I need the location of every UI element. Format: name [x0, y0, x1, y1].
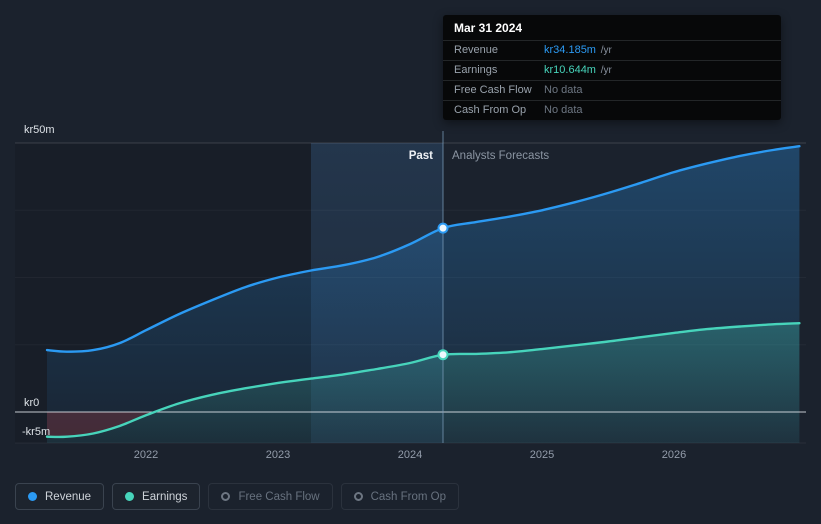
legend-earnings-button[interactable]: Earnings — [112, 483, 201, 510]
tooltip-value: No data — [544, 84, 583, 96]
free-cash-flow-ring-icon — [221, 492, 231, 501]
tooltip-row-revenue: Revenue kr34.185m /yr — [443, 40, 781, 60]
x-axis-label: 2026 — [661, 449, 687, 461]
x-axis-label: 2022 — [133, 449, 159, 461]
tooltip-date: Mar 31 2024 — [454, 21, 523, 35]
chart-tooltip: Mar 31 2024 Revenue kr34.185m /yr Earnin… — [443, 15, 781, 120]
y-axis-label: -kr5m — [22, 426, 51, 438]
tooltip-row-earnings: Earnings kr10.644m /yr — [443, 60, 781, 80]
earnings-dot-icon — [125, 492, 135, 501]
tooltip-row-free-cash-flow: Free Cash Flow No data — [443, 80, 781, 100]
tooltip-value-suffix: /yr — [597, 45, 612, 56]
revenue-dot-icon — [28, 492, 37, 501]
tooltip-value: kr34.185m — [544, 44, 596, 56]
x-axis-label: 2024 — [397, 449, 423, 461]
cash-from-op-ring-icon — [353, 492, 363, 501]
x-axis-label: 2025 — [529, 449, 555, 461]
legend-label: Free Cash Flow — [238, 490, 320, 503]
x-axis-label: 2023 — [265, 449, 291, 461]
tooltip-label: Free Cash Flow — [454, 84, 532, 96]
tooltip-value: kr10.644m — [544, 64, 596, 76]
legend-revenue-button[interactable]: Revenue — [15, 483, 105, 510]
legend-label: Earnings — [142, 490, 188, 503]
legend-label: Cash From Op — [370, 490, 447, 503]
legend-label: Revenue — [45, 490, 92, 503]
y-axis-label: kr50m — [24, 124, 55, 136]
tooltip-label: Earnings — [454, 64, 498, 76]
tooltip-value: No data — [544, 104, 583, 116]
tooltip-row-cash-from-op: Cash From Op No data — [443, 100, 781, 120]
chart-legend: Revenue Earnings Free Cash Flow Cash Fro… — [15, 483, 460, 510]
tooltip-value-suffix: /yr — [597, 65, 612, 76]
legend-free-cash-flow-button[interactable]: Free Cash Flow — [208, 483, 333, 510]
past-region-label: Past — [408, 150, 433, 162]
forecast-region-label: Analysts Forecasts — [452, 150, 550, 162]
legend-cash-from-op-button[interactable]: Cash From Op — [340, 483, 460, 510]
tooltip-label: Revenue — [454, 44, 499, 56]
y-axis-label: kr0 — [24, 397, 40, 409]
tooltip-label: Cash From Op — [454, 104, 527, 116]
